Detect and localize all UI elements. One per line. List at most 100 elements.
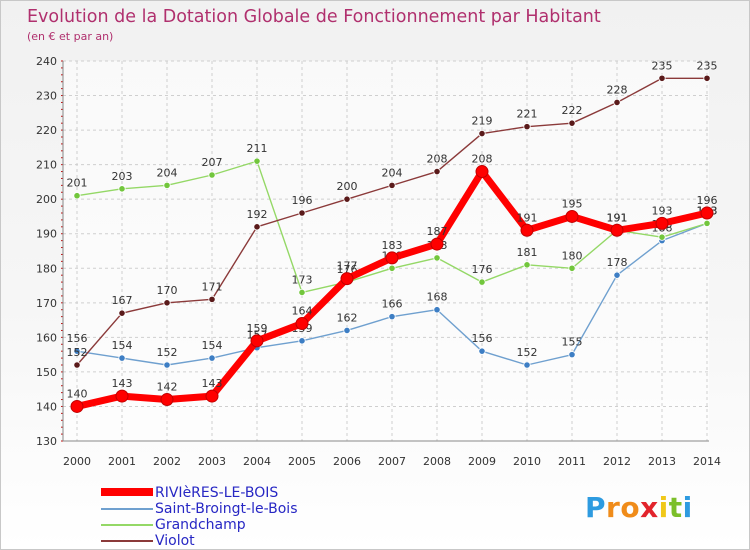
- data-point: [70, 399, 84, 413]
- proxiti-logo: Proxiti: [585, 491, 693, 524]
- data-point: [115, 389, 129, 403]
- data-label: 152: [67, 346, 88, 359]
- legend-label: Saint-Broingt-le-Bois: [155, 501, 298, 517]
- data-label: 162: [337, 311, 358, 324]
- x-tick-label: 2011: [558, 455, 586, 468]
- data-label: 143: [202, 377, 223, 390]
- data-point: [73, 192, 81, 200]
- data-label: 222: [562, 104, 583, 117]
- data-point: [478, 129, 486, 138]
- data-label: 171: [202, 280, 223, 293]
- data-label: 166: [382, 298, 403, 311]
- x-tick-label: 2010: [513, 455, 541, 468]
- y-tick-label: 140: [36, 400, 57, 413]
- x-tick-label: 2013: [648, 455, 676, 468]
- data-point: [118, 354, 126, 362]
- data-point: [658, 233, 666, 241]
- data-label: 211: [247, 142, 268, 155]
- data-label: 170: [157, 284, 178, 297]
- data-point: [253, 223, 261, 231]
- data-point: [388, 264, 396, 272]
- data-point: [343, 195, 351, 203]
- data-point: [433, 254, 441, 262]
- data-label: 155: [562, 336, 583, 349]
- data-label: 173: [292, 273, 313, 286]
- data-point: [208, 295, 216, 303]
- data-label: 193: [652, 204, 673, 217]
- y-tick-label: 190: [36, 228, 57, 241]
- data-point: [703, 219, 711, 227]
- y-tick-label: 170: [36, 297, 57, 310]
- data-point: [343, 326, 351, 335]
- data-point: [523, 123, 531, 131]
- x-tick-label: 2002: [153, 455, 181, 468]
- data-label: 156: [67, 332, 88, 345]
- data-point: [118, 309, 126, 317]
- data-point: [298, 337, 306, 345]
- x-tick-label: 2003: [198, 455, 226, 468]
- data-label: 201: [67, 177, 88, 190]
- data-point: [73, 361, 81, 369]
- data-point: [478, 278, 486, 286]
- data-label: 200: [337, 180, 358, 193]
- data-point: [523, 261, 531, 269]
- data-point: [700, 206, 714, 220]
- logo-letter: i: [658, 491, 669, 524]
- x-tick-label: 2000: [63, 455, 91, 468]
- y-tick-label: 240: [36, 55, 57, 68]
- x-tick-label: 2008: [423, 455, 451, 468]
- logo-letter: i: [682, 491, 693, 524]
- data-label: 154: [112, 339, 133, 352]
- data-label: 208: [427, 153, 448, 166]
- data-point: [430, 237, 444, 251]
- y-tick-label: 160: [36, 331, 57, 344]
- data-label: 143: [112, 377, 133, 390]
- data-point: [340, 272, 354, 286]
- data-point: [163, 299, 171, 307]
- y-tick-label: 230: [36, 90, 57, 103]
- data-point: [250, 334, 264, 348]
- data-label: 195: [562, 197, 583, 210]
- legend-swatch: [101, 540, 153, 542]
- data-point: [253, 157, 261, 165]
- data-point: [475, 165, 489, 179]
- chart-title: Evolution de la Dotation Globale de Fonc…: [27, 7, 601, 27]
- logo-letter: x: [640, 491, 659, 524]
- data-label: 204: [157, 166, 178, 179]
- logo-letter: r: [606, 491, 621, 524]
- data-label: 183: [382, 239, 403, 252]
- data-label: 187: [427, 225, 448, 238]
- data-label: 152: [157, 346, 178, 359]
- data-label: 178: [607, 256, 628, 269]
- data-label: 191: [607, 211, 628, 224]
- data-label: 221: [517, 108, 538, 121]
- data-label: 142: [157, 381, 178, 394]
- legend-swatch: [101, 508, 153, 510]
- data-label: 159: [247, 322, 268, 335]
- data-label: 180: [562, 249, 583, 262]
- x-tick-label: 2001: [108, 455, 136, 468]
- x-tick-label: 2009: [468, 455, 496, 468]
- data-label: 191: [607, 211, 628, 224]
- data-label: 164: [292, 305, 313, 318]
- data-point: [655, 216, 669, 230]
- data-point: [658, 74, 666, 82]
- data-label: 167: [112, 294, 133, 307]
- data-point: [565, 209, 579, 223]
- data-label: 156: [472, 332, 493, 345]
- data-label: 196: [697, 194, 718, 207]
- data-label: 176: [472, 263, 493, 276]
- data-point: [163, 181, 171, 189]
- plot-area: [63, 61, 709, 441]
- logo-letter: P: [585, 491, 607, 524]
- data-point: [523, 361, 531, 369]
- data-label: 140: [67, 387, 88, 400]
- data-point: [433, 167, 441, 176]
- y-tick-label: 220: [36, 124, 57, 137]
- x-tick-label: 2005: [288, 455, 316, 468]
- x-tick-label: 2007: [378, 455, 406, 468]
- data-point: [118, 185, 126, 193]
- data-point: [568, 264, 576, 272]
